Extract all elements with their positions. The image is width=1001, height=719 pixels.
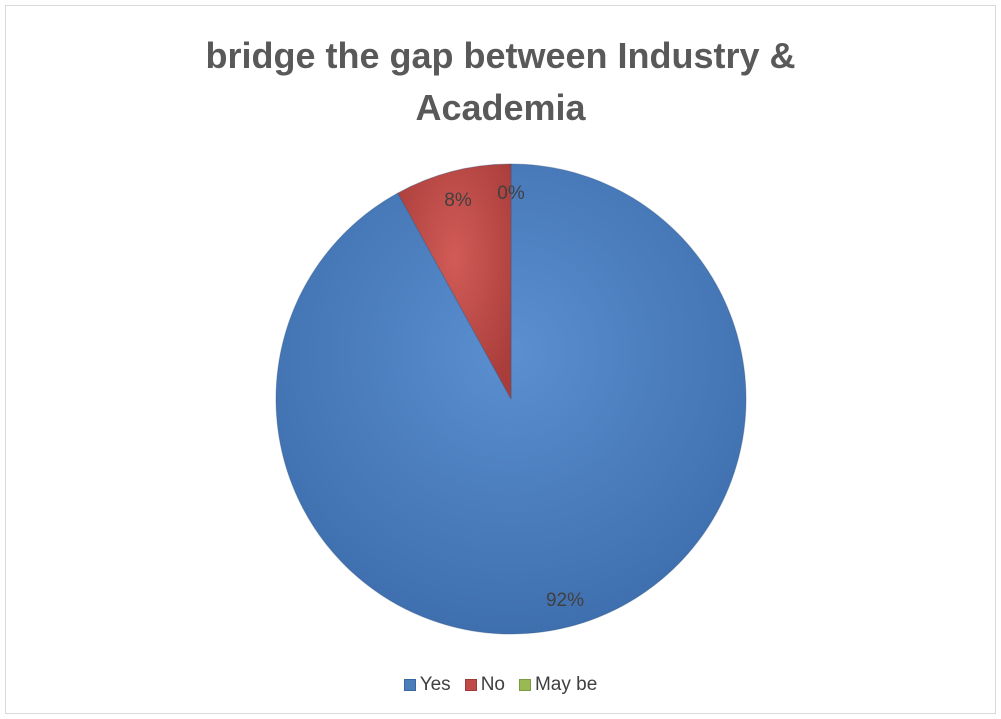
data-label-yes: 92% bbox=[546, 590, 584, 611]
chart-title-line-1: bridge the gap between Industry & bbox=[205, 35, 796, 76]
chart-title: bridge the gap between Industry & Academ… bbox=[0, 30, 1001, 134]
legend-swatch-no bbox=[464, 679, 477, 691]
legend-label-may-be: May be bbox=[534, 674, 598, 695]
data-label-may-be: 0% bbox=[497, 183, 525, 204]
pie-slice-yes bbox=[275, 163, 747, 635]
legend-label-yes: Yes bbox=[419, 674, 451, 695]
legend-label-no: No bbox=[480, 674, 505, 695]
legend-item-may-be: May be bbox=[518, 674, 598, 696]
legend-item-no: No bbox=[464, 674, 505, 696]
chart-legend: Yes No May be bbox=[0, 674, 1001, 696]
pie-slice-no bbox=[397, 163, 512, 400]
data-label-no: 8% bbox=[444, 190, 472, 211]
legend-item-yes: Yes bbox=[403, 674, 451, 696]
chart-title-line-2: Academia bbox=[415, 87, 586, 128]
legend-swatch-yes bbox=[403, 679, 416, 691]
legend-swatch-may-be bbox=[518, 679, 531, 691]
